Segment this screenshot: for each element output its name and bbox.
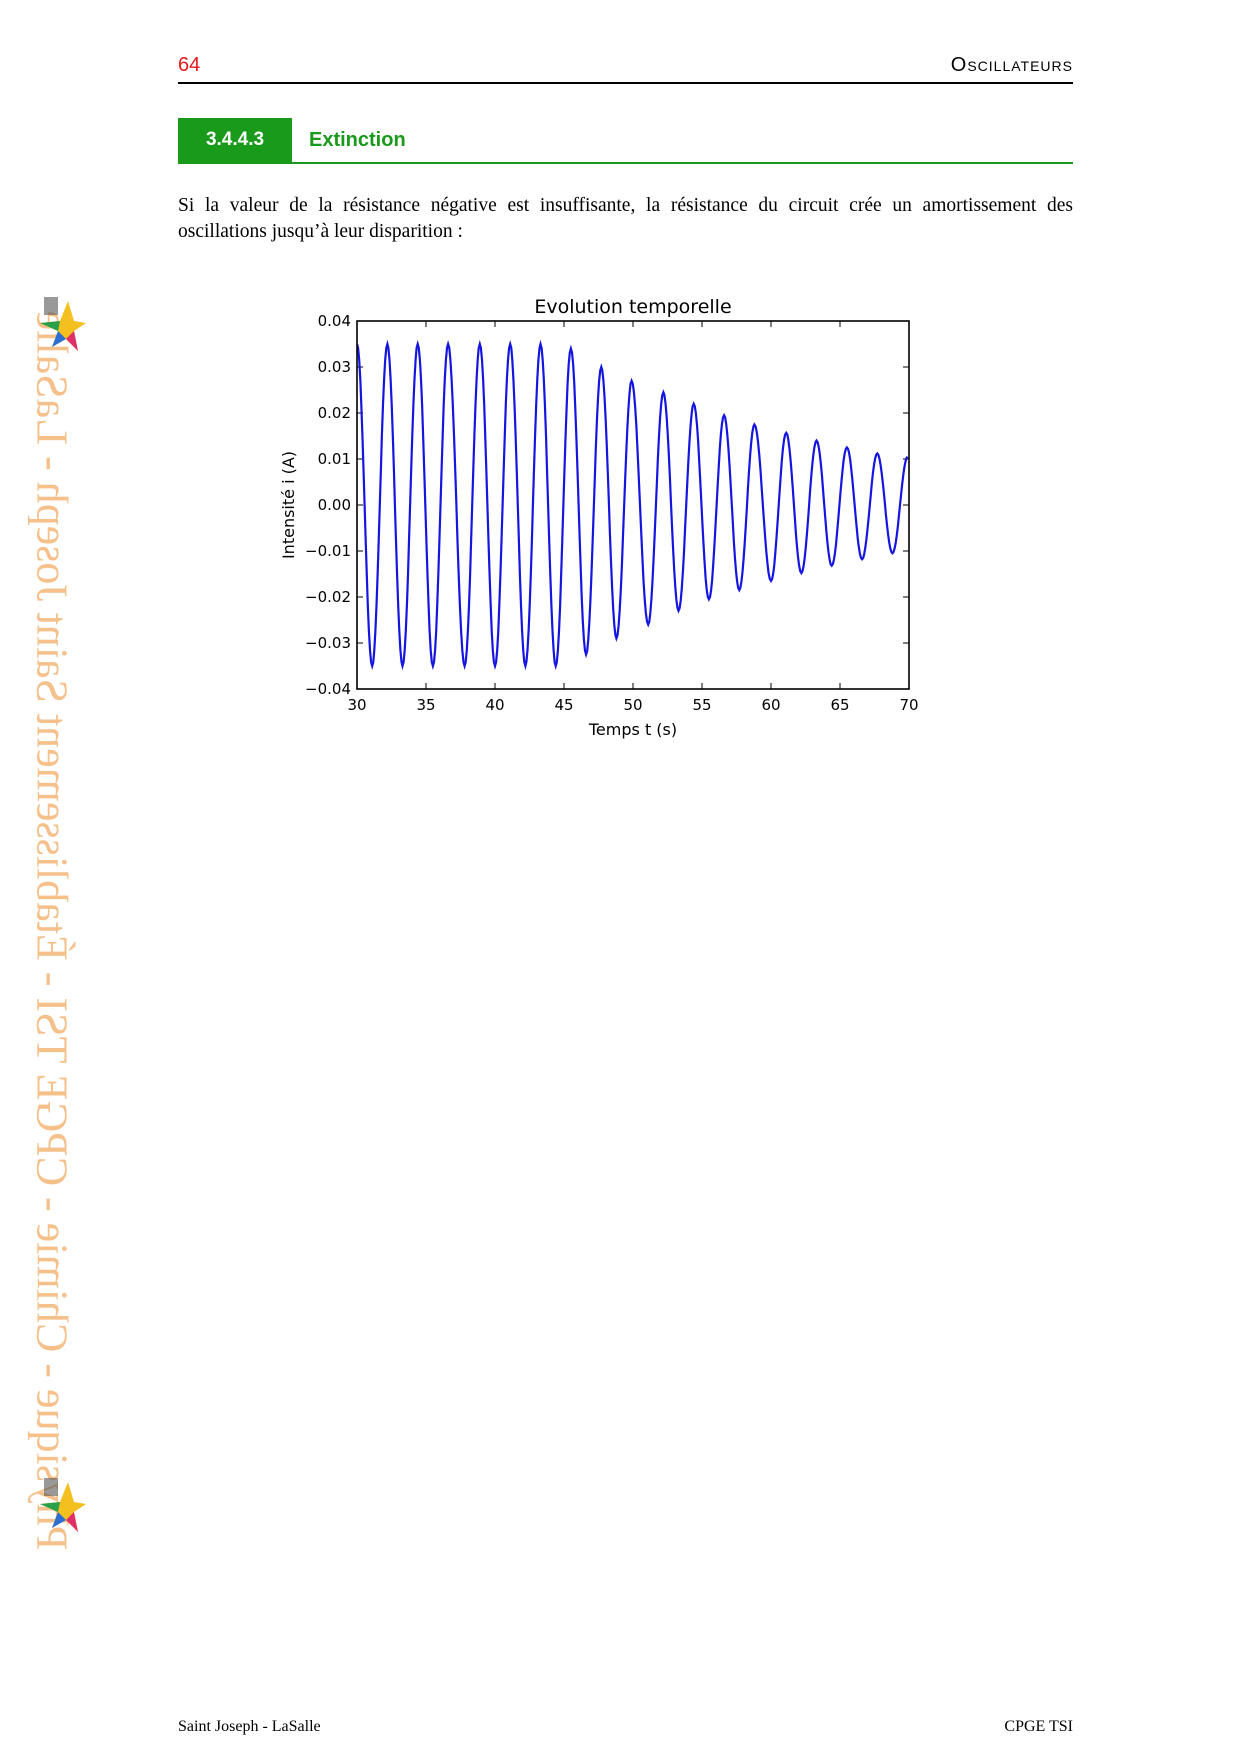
footer-left: Saint Joseph - LaSalle xyxy=(178,1718,321,1735)
chapter-title: Oscillateurs xyxy=(950,54,1073,76)
y-tick-label: 0.00 xyxy=(318,496,351,514)
y-tick-label: −0.04 xyxy=(305,680,351,698)
x-tick-label: 30 xyxy=(347,696,366,714)
page-header: 64 Oscillateurs xyxy=(178,52,1073,84)
x-tick-label: 60 xyxy=(761,696,780,714)
y-tick-label: 0.03 xyxy=(318,358,351,376)
y-tick-label: 0.01 xyxy=(318,450,351,468)
x-tick-label: 35 xyxy=(416,696,435,714)
y-axis-label: Intensité i (A) xyxy=(279,451,298,559)
x-tick-label: 50 xyxy=(623,696,642,714)
x-tick-label: 45 xyxy=(554,696,573,714)
star-logo-icon xyxy=(30,295,86,359)
y-tick-label: 0.04 xyxy=(318,312,351,330)
x-tick-label: 40 xyxy=(485,696,504,714)
x-axis-label: Temps t (s) xyxy=(588,720,677,739)
watermark-text: Physique - Chimie - CPGE TSI - Établisse… xyxy=(27,310,77,1550)
section-title: Extinction xyxy=(309,129,406,151)
footer-right: CPGE TSI xyxy=(1004,1718,1073,1735)
section-heading: 3.4.4.3 Extinction xyxy=(178,118,1073,164)
y-tick-label: 0.02 xyxy=(318,404,351,422)
y-tick-label: −0.03 xyxy=(305,634,351,652)
page-number: 64 xyxy=(178,54,201,76)
chart-svg: Evolution temporelle Temps t (s) Intensité… xyxy=(279,296,919,739)
current-series-line xyxy=(357,339,909,671)
section-number: 3.4.4.3 xyxy=(178,118,292,162)
plot-frame xyxy=(356,320,910,690)
star-logo-icon xyxy=(30,1476,86,1540)
y-tick-label: −0.02 xyxy=(305,588,351,606)
chart-title: Evolution temporelle xyxy=(534,296,731,318)
vertical-watermark: Physique - Chimie - CPGE TSI - Établisse… xyxy=(6,310,98,1550)
body-paragraph: Si la valeur de la résistance négative e… xyxy=(178,195,1073,242)
oscillation-chart: Evolution temporelle Temps t (s) Intensité… xyxy=(260,285,940,755)
x-tick-label: 70 xyxy=(899,696,918,714)
y-tick-label: −0.01 xyxy=(305,542,351,560)
x-tick-label: 65 xyxy=(830,696,849,714)
x-tick-label: 55 xyxy=(692,696,711,714)
